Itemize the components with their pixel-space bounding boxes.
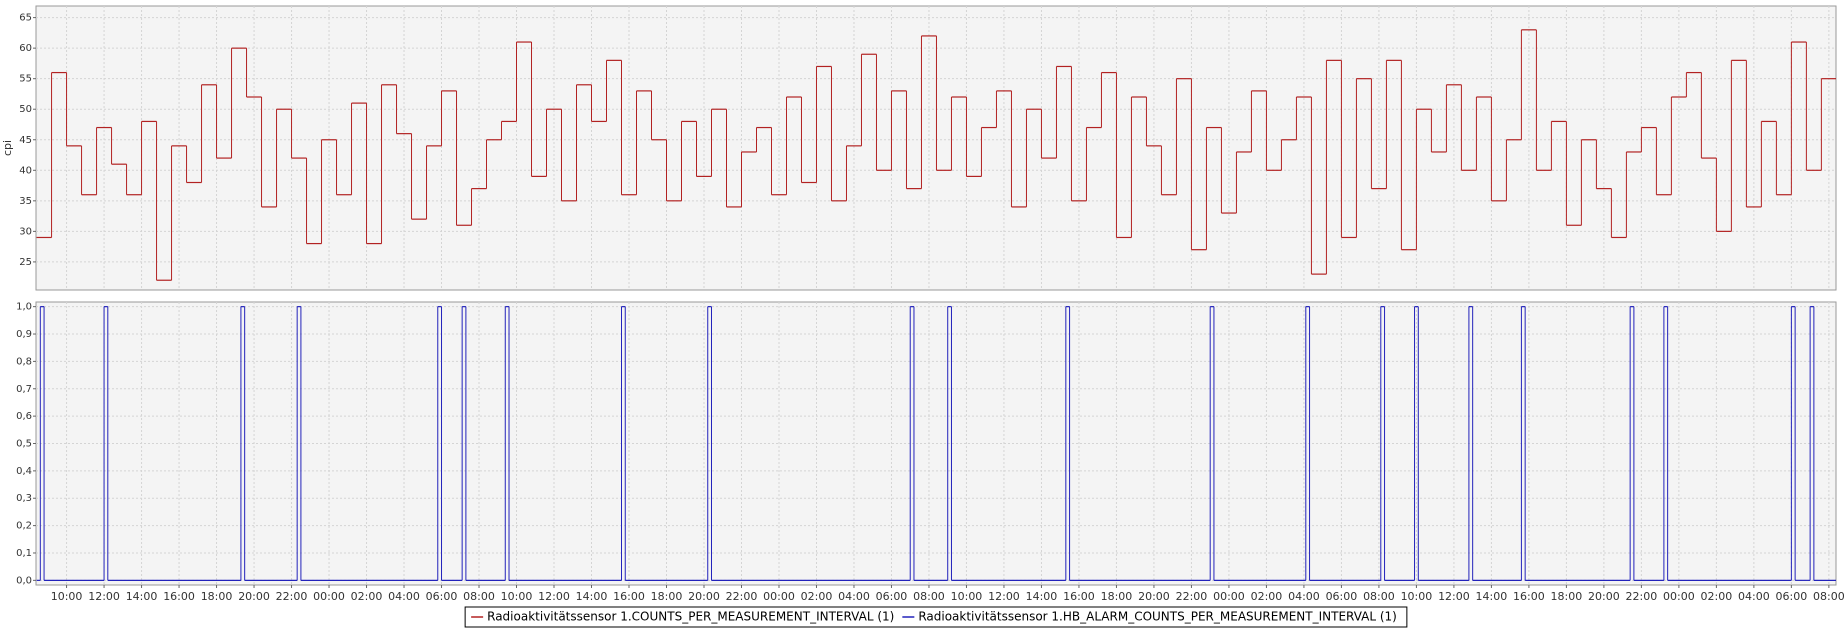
x-tick-label: 12:00: [538, 590, 570, 603]
y-tick-label: 65: [19, 13, 32, 24]
x-tick-label: 18:00: [201, 590, 233, 603]
x-tick-label: 00:00: [1663, 590, 1695, 603]
x-tick-label: 08:00: [1813, 590, 1845, 603]
x-tick-label: 18:00: [651, 590, 683, 603]
y-tick-label: 35: [19, 196, 32, 207]
y-tick-label: 0,7: [16, 384, 32, 395]
x-tick-label: 16:00: [1513, 590, 1545, 603]
x-tick-label: 06:00: [876, 590, 908, 603]
x-tick-label: 20:00: [1588, 590, 1620, 603]
y-tick-label: 0,5: [16, 439, 32, 450]
x-tick-label: 08:00: [463, 590, 495, 603]
x-tick-label: 14:00: [126, 590, 158, 603]
y-tick-label: 0,6: [16, 411, 32, 422]
y-tick-label: 0,1: [16, 548, 32, 559]
y-tick-label: 0,8: [16, 356, 32, 367]
x-tick-label: 02:00: [801, 590, 833, 603]
x-tick-label: 16:00: [163, 590, 195, 603]
x-tick-label: 04:00: [388, 590, 420, 603]
x-tick-label: 10:00: [1401, 590, 1433, 603]
x-tick-label: 06:00: [1326, 590, 1358, 603]
x-tick-label: 16:00: [1063, 590, 1095, 603]
x-tick-label: 04:00: [1288, 590, 1320, 603]
x-tick-label: 08:00: [1363, 590, 1395, 603]
x-tick-label: 14:00: [576, 590, 608, 603]
x-tick-label: 14:00: [1476, 590, 1508, 603]
x-tick-label: 12:00: [988, 590, 1020, 603]
x-tick-label: 14:00: [1026, 590, 1058, 603]
x-tick-label: 06:00: [426, 590, 458, 603]
x-tick-label: 20:00: [688, 590, 720, 603]
x-tick-label: 06:00: [1776, 590, 1808, 603]
x-tick-label: 22:00: [1626, 590, 1658, 603]
y-tick-label: 1,0: [16, 302, 32, 313]
x-tick-label: 00:00: [1213, 590, 1245, 603]
x-tick-label: 04:00: [1738, 590, 1770, 603]
x-tick-label: 02:00: [351, 590, 383, 603]
x-tick-label: 22:00: [726, 590, 758, 603]
x-tick-label: 00:00: [763, 590, 795, 603]
y-tick-label: 55: [19, 74, 32, 85]
x-tick-label: 18:00: [1551, 590, 1583, 603]
y-tick-label: 0,4: [16, 466, 32, 477]
legend: Radioaktivitätssensor 1.COUNTS_PER_MEASU…: [464, 606, 1408, 628]
x-tick-label: 22:00: [276, 590, 308, 603]
y-tick-label: 0,3: [16, 493, 32, 504]
legend-label: Radioaktivitätssensor 1.COUNTS_PER_MEASU…: [487, 610, 894, 624]
y-tick-label: 25: [19, 257, 32, 268]
y-axis-label: cpi: [1, 140, 14, 156]
x-tick-label: 22:00: [1176, 590, 1208, 603]
y-tick-label: 0,2: [16, 521, 32, 532]
y-tick-label: 45: [19, 135, 32, 146]
y-tick-label: 60: [19, 43, 32, 54]
y-tick-label: 0,9: [16, 329, 32, 340]
x-tick-label: 00:00: [313, 590, 345, 603]
x-tick-label: 20:00: [238, 590, 270, 603]
x-tick-label: 08:00: [913, 590, 945, 603]
x-tick-label: 02:00: [1251, 590, 1283, 603]
x-tick-label: 02:00: [1701, 590, 1733, 603]
x-tick-label: 10:00: [951, 590, 983, 603]
x-tick-label: 12:00: [88, 590, 120, 603]
x-tick-label: 04:00: [838, 590, 870, 603]
x-tick-label: 10:00: [501, 590, 533, 603]
x-tick-label: 12:00: [1438, 590, 1470, 603]
y-tick-label: 0,0: [16, 575, 32, 586]
x-tick-label: 10:00: [51, 590, 83, 603]
y-tick-label: 30: [19, 226, 32, 237]
x-tick-label: 16:00: [613, 590, 645, 603]
y-tick-label: 50: [19, 104, 32, 115]
x-tick-label: 20:00: [1138, 590, 1170, 603]
legend-label: Radioaktivitätssensor 1.HB_ALARM_COUNTS_…: [918, 610, 1397, 624]
y-tick-label: 40: [19, 165, 32, 176]
legend-box: [464, 606, 1408, 628]
x-tick-label: 18:00: [1101, 590, 1133, 603]
